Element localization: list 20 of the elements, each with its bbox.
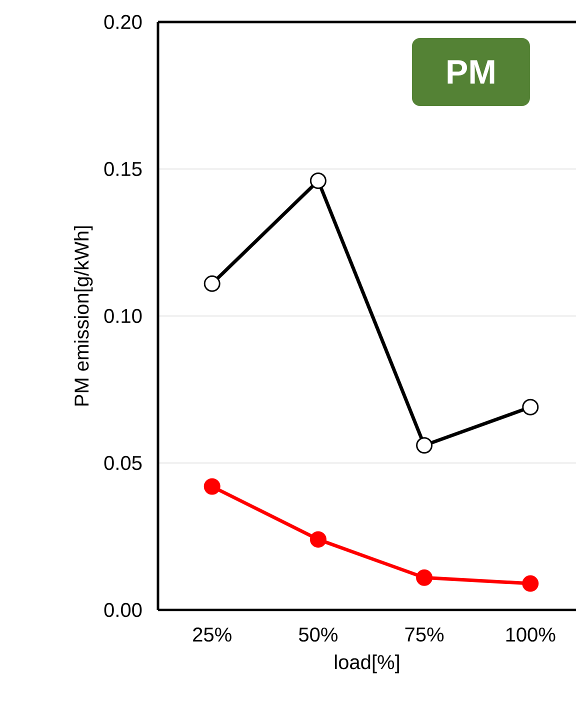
point (522, 575, 539, 592)
point (416, 437, 433, 454)
y-tick-label: 0.15 (104, 162, 142, 176)
point (204, 275, 220, 292)
y-tick-label: 0.10 (104, 308, 142, 324)
x-tick-label: 100% (506, 628, 556, 642)
x-tick-label: 25% (193, 628, 232, 642)
annotation: PM (448, 60, 494, 84)
x-tick-label: 50% (298, 628, 338, 642)
y-axis-title: PM emission[g/kWh] (74, 226, 93, 406)
y-tick-label: 0.05 (104, 456, 142, 470)
x-axis-title: load[%] (334, 654, 399, 674)
y-tick-label: 0.20 (104, 14, 142, 30)
y-tick-label: 0.00 (104, 602, 142, 618)
x-tick-label: 75% (405, 628, 444, 642)
point (416, 569, 433, 586)
point (204, 478, 220, 495)
point (522, 398, 539, 416)
point (310, 172, 326, 190)
point (310, 531, 326, 548)
